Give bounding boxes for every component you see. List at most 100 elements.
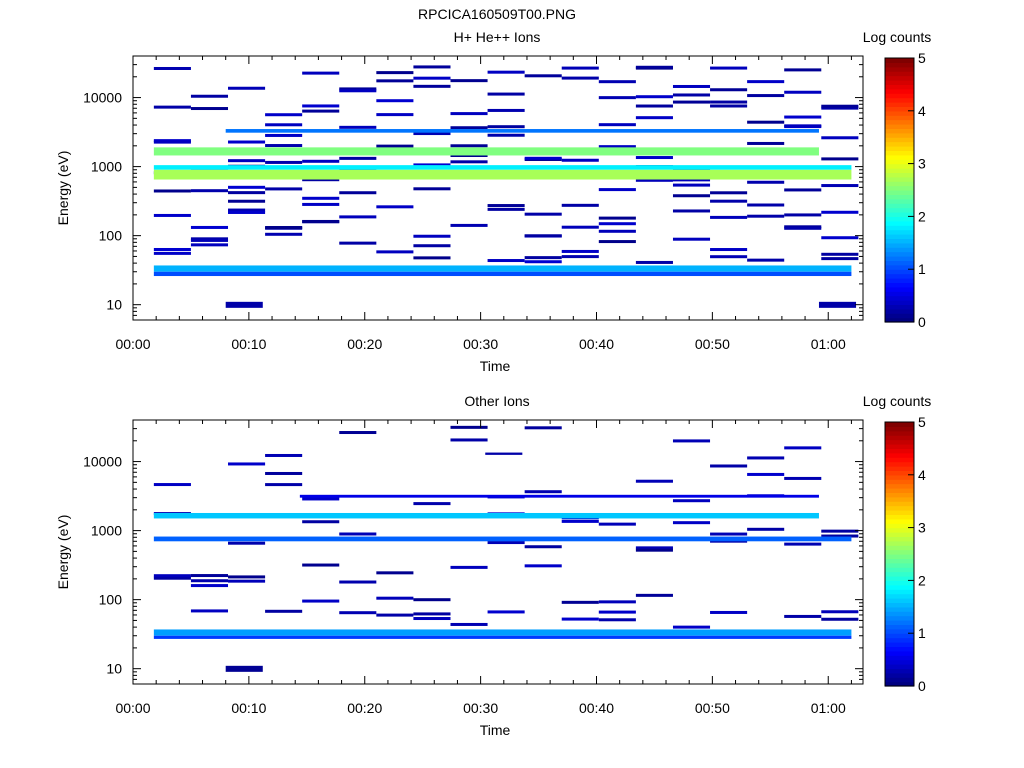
heatmap-cell [598, 216, 636, 220]
heatmap-cell [710, 66, 748, 70]
colorbar-tick-label: 1 [918, 625, 926, 641]
heatmap-cell [190, 225, 229, 229]
colorbar-segment [885, 646, 914, 652]
heatmap-cell [821, 210, 859, 214]
y-tick-label: 10000 [83, 90, 122, 106]
colorbar-segment [885, 589, 914, 595]
colorbar-segment [885, 119, 914, 125]
colorbar-segment [885, 141, 914, 147]
heatmap-band [153, 629, 852, 636]
heatmap-cell [413, 598, 451, 602]
colorbar-tick-label: 4 [918, 467, 926, 483]
heatmap-cell [672, 499, 711, 503]
heatmap-cell [672, 209, 711, 213]
heatmap-cell [376, 71, 414, 75]
heatmap-cell [561, 203, 599, 207]
heatmap-cell [561, 158, 599, 162]
plot-frame [132, 419, 864, 685]
heatmap-cell [376, 250, 414, 254]
y-tick-label: 100 [99, 228, 123, 244]
colorbar-segment [885, 300, 914, 305]
colorbar-segment [885, 84, 914, 90]
colorbar-segment [885, 611, 914, 617]
heatmap-cell [635, 593, 673, 597]
heatmap-cell [487, 204, 525, 208]
colorbar-tick-label: 0 [918, 678, 926, 694]
axes: 00:00 00:10 00:20 00:30 00:40 00:50 01:00 10 100… [83, 419, 864, 716]
colorbar-tick-label: 5 [918, 414, 926, 430]
heatmap-cell [821, 257, 859, 261]
colorbar-segment [885, 470, 914, 476]
heatmap-cell [413, 502, 451, 506]
heatmap-cell [561, 600, 599, 604]
heatmap-cell [450, 112, 488, 116]
colorbar-segment [885, 452, 914, 458]
colorbar: 0 1 2 3 4 5 [884, 414, 926, 694]
heatmap-cell [376, 613, 414, 617]
heatmap-cell [228, 541, 266, 545]
heatmap-cell [710, 248, 748, 252]
heatmap-cell [487, 108, 525, 112]
colorbar-segment [885, 132, 914, 138]
heatmap-cell [413, 84, 451, 88]
colorbar-segment [885, 492, 914, 498]
colorbar-frame [884, 421, 915, 687]
heatmap-band [153, 165, 852, 170]
heatmap-cell [228, 208, 266, 212]
heatmap-cell [265, 160, 303, 164]
colorbar-segment [885, 308, 914, 314]
heatmap-cell [376, 571, 414, 575]
colorbar-segment [885, 58, 914, 63]
heatmap-cell [265, 226, 303, 230]
heatmap-cell [747, 141, 785, 145]
heatmap-cell [450, 154, 488, 158]
heatmap-cell [153, 574, 191, 578]
colorbar-segment [885, 488, 914, 493]
colorbar-segment [885, 97, 914, 103]
heatmap-cell [487, 259, 525, 263]
heatmap-cell [190, 237, 229, 241]
panel-other-ions: Other Ions Time Energy (eV) Log counts 0… [55, 393, 931, 738]
colorbar-segment [885, 291, 914, 297]
heatmap-cell [672, 439, 711, 443]
heatmap-cell [190, 609, 229, 613]
heatmap-cell [784, 90, 822, 94]
colorbar-segment [885, 110, 914, 116]
colorbar-segment [885, 225, 914, 231]
heatmap-cell [190, 574, 229, 578]
heatmap-band [153, 169, 852, 180]
heatmap-cell [635, 260, 673, 264]
colorbar-segment [885, 567, 914, 573]
colorbar-segment [885, 269, 914, 275]
colorbar-segment [885, 527, 914, 533]
heatmap-cell [561, 225, 599, 229]
colorbar-segment [885, 212, 914, 217]
heatmap-cell [784, 213, 822, 217]
heatmap-cell [339, 532, 377, 536]
heatmap-cell [561, 76, 599, 80]
heatmap-cell [228, 579, 266, 583]
heatmap-cell [821, 157, 859, 161]
heatmap-cell [265, 133, 303, 137]
colorbar-segment [885, 124, 914, 129]
heatmap-cell [302, 202, 340, 206]
heatmap-cell [672, 521, 711, 525]
heatmap-cell [339, 241, 377, 245]
colorbar-segment [885, 207, 914, 213]
colorbar-segment [885, 181, 914, 187]
heatmap-cell [524, 74, 562, 78]
x-tick-label: 01:00 [811, 700, 846, 716]
heatmap-cell [302, 219, 340, 223]
heatmap-cell [672, 625, 711, 629]
heatmap-cell [339, 156, 377, 160]
heatmap-cell [450, 223, 488, 227]
y-axis-label: Energy (eV) [55, 151, 71, 226]
heatmap-cell [635, 156, 673, 160]
colorbar-segment [885, 256, 914, 261]
colorbar-segment [885, 558, 914, 564]
heatmap-cell [302, 159, 340, 163]
heatmap-cell [635, 65, 673, 69]
heatmap-cell [487, 610, 525, 614]
colorbar-segment [885, 203, 914, 209]
heatmap-cell [710, 532, 748, 536]
